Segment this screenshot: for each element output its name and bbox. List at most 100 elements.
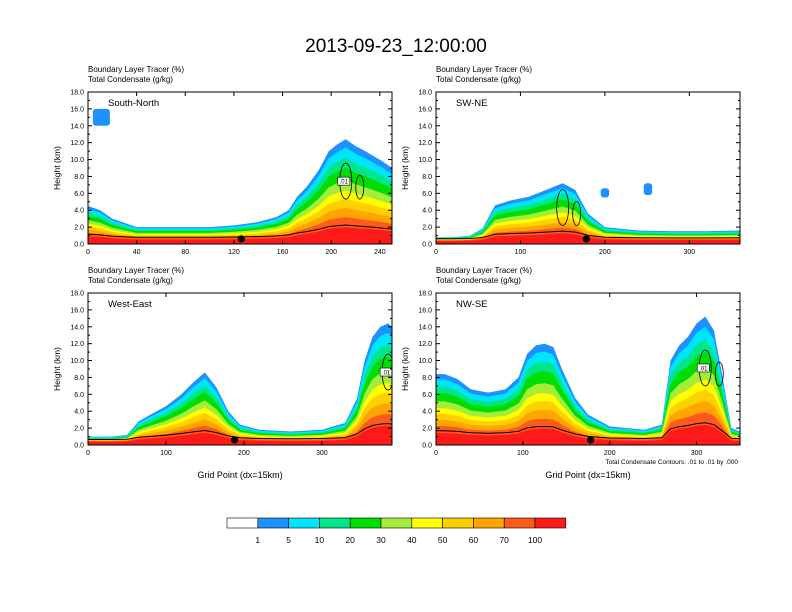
location-marker	[587, 436, 595, 444]
panel-west-east: .01 0.0 2.0 4.0 6.0 8.0 10.0 12.0 14.0 16.0 18.0 0 1…	[52, 266, 393, 480]
condensate-contour	[572, 201, 582, 226]
y-tick-label: 14.0	[418, 123, 432, 130]
y-axis-label: Height (km)	[400, 347, 410, 391]
y-tick-label: 18.0	[418, 90, 432, 97]
colorbar-label: 70	[499, 535, 509, 545]
y-tick-label: 14.0	[70, 123, 84, 130]
colorbar-label: 10	[315, 535, 325, 545]
condensate-contour	[556, 189, 570, 226]
plot-area: .01	[436, 316, 740, 445]
contour-label: .01	[696, 363, 710, 372]
terrain-line	[88, 224, 392, 238]
panel-name: NW-SE	[456, 299, 488, 310]
colorbar-swatch	[288, 517, 320, 529]
variable-label-tracer: Boundary Layer Tracer (%)	[88, 266, 184, 275]
y-tick-label: 0.0	[422, 443, 432, 450]
y-tick-label: 2.0	[422, 225, 432, 232]
colorbar-label: 100	[528, 535, 542, 545]
x-tick-label: 40	[133, 249, 141, 256]
colorbar-swatch	[411, 517, 443, 529]
terrain-line	[436, 230, 740, 240]
y-tick-label: 8.0	[422, 375, 432, 382]
y-tick-label: 2.0	[74, 225, 84, 232]
colorbar-swatch	[442, 517, 474, 529]
x-axis-label: Grid Point (dx=15km)	[197, 470, 282, 480]
panels: .01 0.0 2.0 4.0 6.0 8.0 10.0 12.0 14.0 16.0 18.0 0 4…	[52, 65, 741, 480]
y-tick-label: 6.0	[422, 191, 432, 198]
colorbar-swatch	[503, 517, 536, 529]
y-tick-label: 12.0	[70, 341, 84, 348]
colorbar-label: 5	[286, 535, 291, 545]
y-tick-label: 0.0	[74, 443, 84, 450]
y-tick-label: 12.0	[418, 140, 432, 147]
colorbar-swatch	[380, 517, 413, 529]
variable-label-tracer: Boundary Layer Tracer (%)	[436, 65, 532, 74]
y-tick-label: 4.0	[74, 409, 84, 416]
colorbar-swatch	[349, 517, 382, 529]
colorbar-label: 30	[376, 535, 386, 545]
y-tick-label: 16.0	[418, 307, 432, 314]
contour-label: .01	[379, 367, 392, 377]
x-tick-label: 0	[434, 450, 438, 457]
y-tick-label: 4.0	[422, 409, 432, 416]
y-tick-label: 12.0	[418, 341, 432, 348]
variable-label-condensate: Total Condensate (g/kg)	[436, 75, 521, 84]
location-marker	[582, 235, 590, 243]
colorbar: 1 5 10 20 30 40 50 60 70 100	[226, 517, 567, 545]
y-tick-label: 0.0	[74, 242, 84, 249]
y-tick-label: 0.0	[422, 242, 432, 249]
panel-name: West-East	[108, 299, 152, 310]
tracer-band-100	[88, 227, 392, 244]
x-tick-label: 300	[691, 450, 703, 457]
y-tick-label: 10.0	[418, 157, 432, 164]
y-tick-label: 8.0	[422, 174, 432, 181]
colorbar-label: 60	[469, 535, 479, 545]
plot-area: .01	[88, 323, 392, 445]
variable-label-tracer: Boundary Layer Tracer (%)	[436, 266, 532, 275]
plot-area	[436, 183, 740, 244]
panel-sw-ne: 0.0 2.0 4.0 6.0 8.0 10.0 12.0 14.0 16.0 18.0 0 100 2…	[400, 65, 741, 256]
colorbar-swatch	[319, 517, 351, 529]
colorbar-label: 40	[407, 535, 417, 545]
y-tick-label: 10.0	[418, 358, 432, 365]
y-tick-label: 14.0	[418, 324, 432, 331]
variable-label-tracer: Boundary Layer Tracer (%)	[88, 65, 184, 74]
y-tick-label: 18.0	[418, 291, 432, 298]
x-tick-label: 200	[325, 249, 337, 256]
y-tick-label: 18.0	[70, 291, 84, 298]
variable-label-condensate: Total Condensate (g/kg)	[88, 276, 173, 285]
x-tick-label: 200	[238, 450, 250, 457]
x-tick-label: 100	[515, 249, 527, 256]
y-tick-label: 6.0	[422, 392, 432, 399]
y-tick-label: 16.0	[70, 106, 84, 113]
colorbar-swatch	[534, 517, 567, 529]
x-tick-label: 100	[517, 450, 529, 457]
condensate-contour	[355, 174, 365, 200]
tracer-band-100	[436, 424, 740, 445]
y-tick-label: 8.0	[74, 375, 84, 382]
tracer-band-100	[88, 425, 392, 445]
x-tick-label: 0	[86, 450, 90, 457]
y-tick-label: 12.0	[70, 140, 84, 147]
y-tick-label: 14.0	[70, 324, 84, 331]
y-tick-label: 10.0	[70, 157, 84, 164]
x-tick-label: 300	[683, 249, 695, 256]
x-tick-label: 0	[434, 249, 438, 256]
contour-note: Total Condensate Contours: .01 to .01 by…	[605, 459, 738, 466]
variable-label-condensate: Total Condensate (g/kg)	[88, 75, 173, 84]
colorbar-swatch	[257, 517, 289, 529]
y-tick-label: 6.0	[74, 191, 84, 198]
x-axis-label: Grid Point (dx=15km)	[545, 470, 630, 480]
figure-title: 2013-09-23_12:00:00	[305, 36, 487, 57]
svg-text:.01: .01	[699, 366, 708, 372]
tracer-patch	[600, 188, 610, 198]
location-marker	[230, 436, 239, 444]
y-tick-label: 16.0	[70, 307, 84, 314]
x-tick-label: 200	[604, 450, 616, 457]
y-tick-label: 18.0	[70, 90, 84, 97]
y-tick-label: 10.0	[70, 358, 84, 365]
svg-text:.01: .01	[340, 180, 349, 186]
x-tick-label: 160	[277, 249, 289, 256]
y-tick-label: 4.0	[74, 208, 84, 215]
